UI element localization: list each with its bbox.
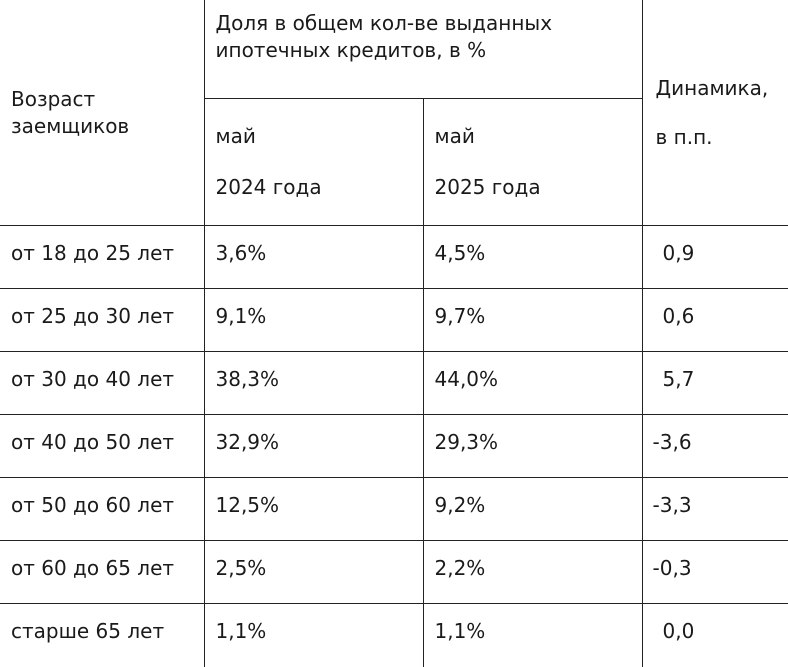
table-row: от 50 до 60 лет 12,5% 9,2% -3,3 <box>0 477 788 541</box>
may2025-cell: 9,2% <box>422 477 643 541</box>
dynamics-cell: -0,3 <box>641 540 788 604</box>
may2024-cell: 38,3% <box>203 351 423 415</box>
age-cell: от 18 до 25 лет <box>0 225 204 289</box>
age-cell: от 30 до 40 лет <box>0 351 204 415</box>
may2025-cell: 44,0% <box>422 351 643 415</box>
age-cell: от 50 до 60 лет <box>0 477 204 541</box>
age-cell: от 60 до 65 лет <box>0 540 204 604</box>
dynamics-cell: 0,9 <box>641 225 788 289</box>
may2024-cell: 32,9% <box>203 414 423 478</box>
table-row: от 25 до 30 лет 9,1% 9,7% 0,6 <box>0 288 788 352</box>
period-2024-year: 2024 года <box>215 175 322 199</box>
age-header-line2: заемщиков <box>11 113 130 138</box>
table-row: от 18 до 25 лет 3,6% 4,5% 0,9 <box>0 225 788 289</box>
age-cell: старше 65 лет <box>0 603 204 667</box>
dynamics-cell: 0,0 <box>641 603 788 667</box>
dynamics-cell: -3,3 <box>641 477 788 541</box>
period-2024-month: май <box>215 124 256 148</box>
dynamics-cell: 5,7 <box>641 351 788 415</box>
table-body: от 18 до 25 лет 3,6% 4,5% 0,9 от 25 до 3… <box>0 225 788 667</box>
table-row: от 30 до 40 лет 38,3% 44,0% 5,7 <box>0 351 788 415</box>
period-2024-header: май 2024 года <box>203 98 423 226</box>
dynamics-cell: -3,6 <box>641 414 788 478</box>
may2024-cell: 3,6% <box>203 225 423 289</box>
dynamics-header-line2: в п.п. <box>655 124 713 149</box>
share-column-header: Доля в общем кол-ве выданных ипотечных к… <box>203 0 643 99</box>
may2024-cell: 2,5% <box>203 540 423 604</box>
table-row: от 60 до 65 лет 2,5% 2,2% -0,3 <box>0 540 788 604</box>
may2025-cell: 29,3% <box>422 414 643 478</box>
dynamics-column-header: Динамика, в п.п. <box>641 0 788 226</box>
table-header: Возраст заемщиков Доля в общем кол-ве вы… <box>0 0 788 226</box>
age-column-header: Возраст заемщиков <box>0 0 204 226</box>
share-header-line1: Доля в общем кол-ве выданных <box>215 11 553 35</box>
period-2025-header: май 2025 года <box>422 98 643 226</box>
may2025-cell: 2,2% <box>422 540 643 604</box>
table-row: от 40 до 50 лет 32,9% 29,3% -3,6 <box>0 414 788 478</box>
may2024-cell: 12,5% <box>203 477 423 541</box>
may2025-cell: 9,7% <box>422 288 643 352</box>
may2025-cell: 1,1% <box>422 603 643 667</box>
table-row: старше 65 лет 1,1% 1,1% 0,0 <box>0 603 788 667</box>
may2024-cell: 1,1% <box>203 603 423 667</box>
age-cell: от 40 до 50 лет <box>0 414 204 478</box>
dynamics-header-line1: Динамика, <box>655 75 769 100</box>
period-2025-year: 2025 года <box>434 175 541 199</box>
share-header-line2: ипотечных кредитов, в % <box>215 38 487 62</box>
period-2025-month: май <box>434 124 475 148</box>
may2025-cell: 4,5% <box>422 225 643 289</box>
age-header-line1: Возраст <box>11 86 96 111</box>
may2024-cell: 9,1% <box>203 288 423 352</box>
dynamics-cell: 0,6 <box>641 288 788 352</box>
age-cell: от 25 до 30 лет <box>0 288 204 352</box>
